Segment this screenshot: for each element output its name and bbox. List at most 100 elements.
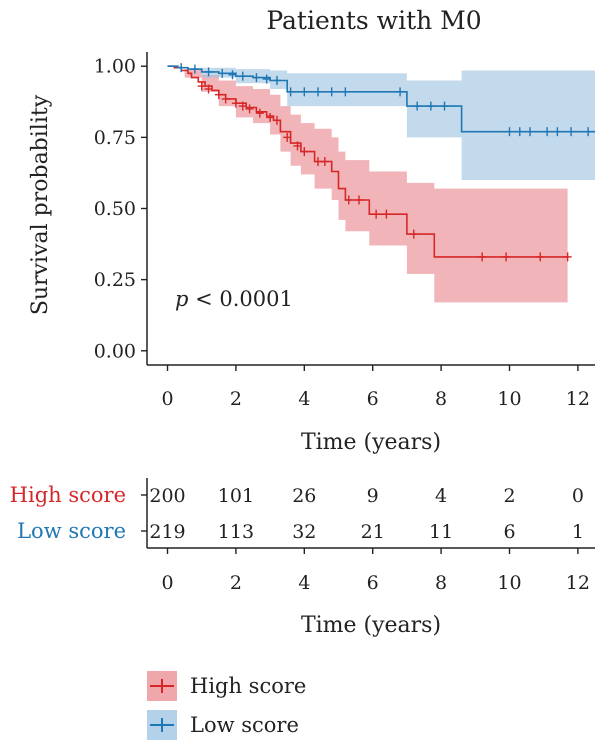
censor-mark xyxy=(293,141,302,151)
censor-mark xyxy=(313,87,322,97)
censor-mark xyxy=(300,147,309,157)
censor-mark xyxy=(320,157,329,167)
censor-mark xyxy=(262,74,271,84)
censor-mark xyxy=(238,71,247,81)
legend: High score Low score xyxy=(147,671,306,740)
x-tick-label: 10 xyxy=(497,572,521,594)
x-tick-label: 0 xyxy=(161,572,173,594)
censor-mark xyxy=(341,87,350,97)
legend-item-high-score: High score xyxy=(147,671,306,701)
censor-mark xyxy=(567,127,576,137)
x-tick-label: 4 xyxy=(298,572,310,594)
x-tick-label: 0 xyxy=(161,388,173,410)
censor-mark xyxy=(204,84,213,94)
censor-mark xyxy=(440,101,449,111)
censor-mark xyxy=(197,81,206,91)
risk-count: 219 xyxy=(149,521,185,543)
censor-mark xyxy=(286,87,295,97)
censor-mark xyxy=(372,209,381,219)
censor-mark xyxy=(382,209,391,219)
censor-mark xyxy=(190,64,199,74)
x-tick-label: 2 xyxy=(230,388,242,410)
censor-mark xyxy=(221,94,230,104)
y-axis-title: Survival probability xyxy=(28,94,53,315)
censor-mark xyxy=(327,87,336,97)
censor-mark xyxy=(502,252,511,262)
censor-mark xyxy=(526,127,535,137)
censor-mark xyxy=(214,90,223,100)
km-plot: 0.00 0.25 0.50 0.75 1.00 0 2 4 6 8 10 12 Survival … xyxy=(28,52,595,455)
risk-row-label-low: Low score xyxy=(17,519,126,543)
censor-mark xyxy=(426,101,435,111)
censor-mark xyxy=(218,68,227,78)
censor-mark xyxy=(231,98,240,108)
y-tick-label: 0.75 xyxy=(94,127,136,149)
y-axis-ticks: 0.00 0.25 0.50 0.75 1.00 xyxy=(94,56,147,362)
risk-count: 2 xyxy=(503,485,515,507)
y-tick-label: 1.00 xyxy=(94,56,136,78)
x-tick-label: 6 xyxy=(367,572,379,594)
x-tick-label: 12 xyxy=(566,572,590,594)
x-tick-label: 8 xyxy=(435,572,447,594)
legend-label-low: Low score xyxy=(190,713,299,737)
confidence-bands xyxy=(167,66,595,303)
x-tick-label: 10 xyxy=(497,388,521,410)
risk-count: 101 xyxy=(218,485,254,507)
risk-count: 200 xyxy=(149,485,185,507)
ci-band-low xyxy=(167,66,595,180)
censor-mark xyxy=(553,127,562,137)
censor-mark xyxy=(204,67,213,77)
risk-table-x-title: Time (years) xyxy=(301,613,441,638)
risk-count: 4 xyxy=(435,485,447,507)
risk-table-rows: High score 200 101 26 9 4 2 0 Low score 219 113 32 2… xyxy=(10,483,584,543)
x-tick-label: 2 xyxy=(230,572,242,594)
risk-count: 11 xyxy=(429,521,453,543)
risk-count: 32 xyxy=(292,521,316,543)
risk-count: 21 xyxy=(361,521,385,543)
censor-mark xyxy=(228,70,237,80)
censor-mark xyxy=(255,108,264,118)
risk-count: 9 xyxy=(367,485,379,507)
legend-item-low-score: Low score xyxy=(147,710,299,740)
censor-mark xyxy=(355,195,364,205)
censor-mark xyxy=(409,229,418,239)
censor-mark xyxy=(478,252,487,262)
censor-mark xyxy=(238,101,247,111)
censor-mark xyxy=(515,127,524,137)
censor-mark xyxy=(563,252,572,262)
censor-mark xyxy=(252,73,261,83)
x-tick-label: 8 xyxy=(435,388,447,410)
censor-mark xyxy=(584,127,593,137)
p-value-symbol: p xyxy=(175,287,188,311)
risk-count: 113 xyxy=(218,521,254,543)
censor-mark xyxy=(283,132,292,142)
censor-mark xyxy=(266,112,275,122)
censor-mark xyxy=(396,87,405,97)
y-tick-label: 0.00 xyxy=(94,340,136,362)
censor-mark xyxy=(543,127,552,137)
censor-mark xyxy=(536,252,545,262)
y-tick-label: 0.50 xyxy=(94,198,136,220)
censor-mark xyxy=(272,75,281,85)
ci-band-high xyxy=(167,66,568,303)
x-axis-title: Time (years) xyxy=(301,430,441,455)
x-tick-label: 6 xyxy=(367,388,379,410)
x-tick-label: 12 xyxy=(566,388,590,410)
x-tick-label: 4 xyxy=(298,388,310,410)
censor-mark xyxy=(344,195,353,205)
legend-label-high: High score xyxy=(190,674,306,698)
chart-title: Patients with M0 xyxy=(266,6,481,35)
y-tick-label: 0.25 xyxy=(94,269,136,291)
risk-table-x-ticks: 0 2 4 6 8 10 12 xyxy=(161,548,590,594)
p-value-annotation: p < 0.0001 xyxy=(175,287,293,311)
censor-mark xyxy=(413,101,422,111)
p-value-text: < 0.0001 xyxy=(188,287,292,311)
censor-mark xyxy=(505,127,514,137)
censor-mark xyxy=(245,104,254,114)
risk-count: 26 xyxy=(292,485,316,507)
censor-marks xyxy=(177,63,593,262)
risk-row-label-high: High score xyxy=(10,483,126,507)
censor-mark xyxy=(272,115,281,125)
